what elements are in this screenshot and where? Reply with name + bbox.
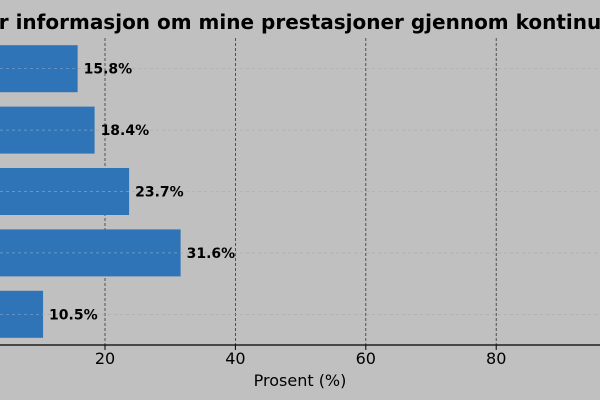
bar	[0, 290, 44, 338]
bar-value-label: 18.4%	[101, 123, 150, 139]
x-axis-label: Prosent (%)	[254, 371, 347, 390]
grid-layer	[0, 38, 600, 345]
bar-value-label: 23.7%	[135, 185, 184, 201]
bar	[0, 45, 78, 93]
bar	[0, 106, 95, 154]
bar	[0, 168, 130, 215]
x-tick-label: 80	[486, 349, 506, 368]
x-ticks-layer: 20 40 60 80	[95, 345, 506, 368]
chart-title: r informasjon om mine prestasjoner gjenn…	[0, 10, 600, 34]
bar-value-label: 10.5%	[49, 307, 98, 323]
x-tick-label: 60	[356, 349, 376, 368]
x-tick-label: 20	[95, 349, 115, 368]
bar-value-label: 31.6%	[187, 246, 236, 262]
bars-layer: 15.8% 18.4% 23.7% 31.6% 10.5%	[0, 45, 235, 338]
x-tick-label: 40	[225, 349, 245, 368]
bar-value-label: 15.8%	[84, 62, 133, 78]
bar	[0, 229, 181, 277]
